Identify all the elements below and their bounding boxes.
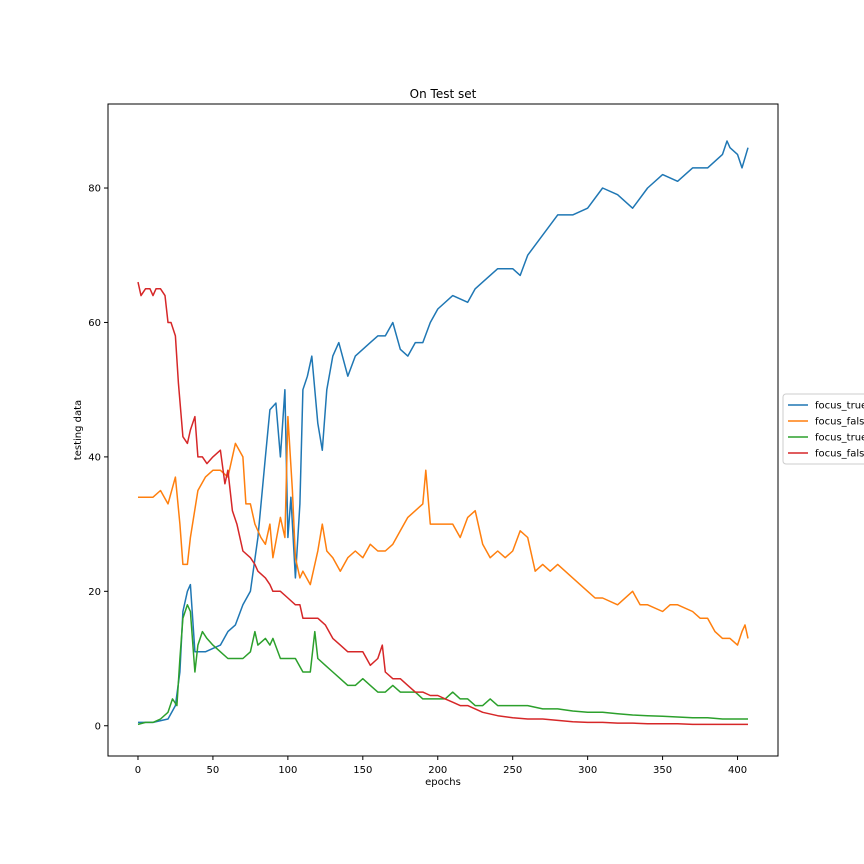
x-tick-label: 250 [503, 765, 522, 776]
y-tick-label: 40 [88, 452, 101, 463]
y-tick-label: 0 [95, 721, 101, 732]
x-tick-label: 200 [428, 765, 447, 776]
legend-label: focus_true [815, 433, 864, 444]
x-tick-label: 350 [653, 765, 672, 776]
y-tick-label: 20 [88, 587, 101, 598]
legend-label: focus_false [815, 417, 864, 428]
legend-label: focus_false [815, 449, 864, 460]
y-axis-label: testing data [73, 400, 84, 460]
x-axis-label: epochs [425, 777, 461, 788]
legend-frame [782, 393, 864, 465]
x-tick-label: 400 [728, 765, 747, 776]
chart-title: On Test set [410, 87, 477, 101]
plot-frame [107, 103, 779, 757]
y-axis: 0 20 40 60 80 [88, 184, 108, 732]
x-tick-label: 300 [578, 765, 597, 776]
legend: focus_true focus_false focus_true focus_fal… [782, 393, 864, 465]
x-tick-label: 100 [278, 765, 297, 776]
y-tick-label: 60 [88, 318, 101, 329]
x-axis: 0 50 100 150 200 250 300 350 400 [135, 756, 747, 776]
x-tick-label: 150 [353, 765, 372, 776]
series-line-3 [137, 604, 748, 726]
y-tick-label: 80 [88, 184, 101, 195]
legend-label: focus_true [815, 401, 864, 412]
series-line-2 [138, 415, 749, 646]
x-tick-label: 0 [135, 765, 141, 776]
plot-lines [137, 140, 749, 726]
series-line-1 [138, 140, 749, 724]
x-tick-label: 50 [207, 765, 220, 776]
series-line-4 [137, 281, 748, 726]
